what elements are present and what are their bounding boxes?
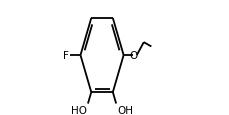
Text: HO: HO: [71, 105, 87, 115]
Text: O: O: [129, 51, 137, 61]
Text: OH: OH: [117, 105, 132, 115]
Text: F: F: [63, 51, 68, 61]
